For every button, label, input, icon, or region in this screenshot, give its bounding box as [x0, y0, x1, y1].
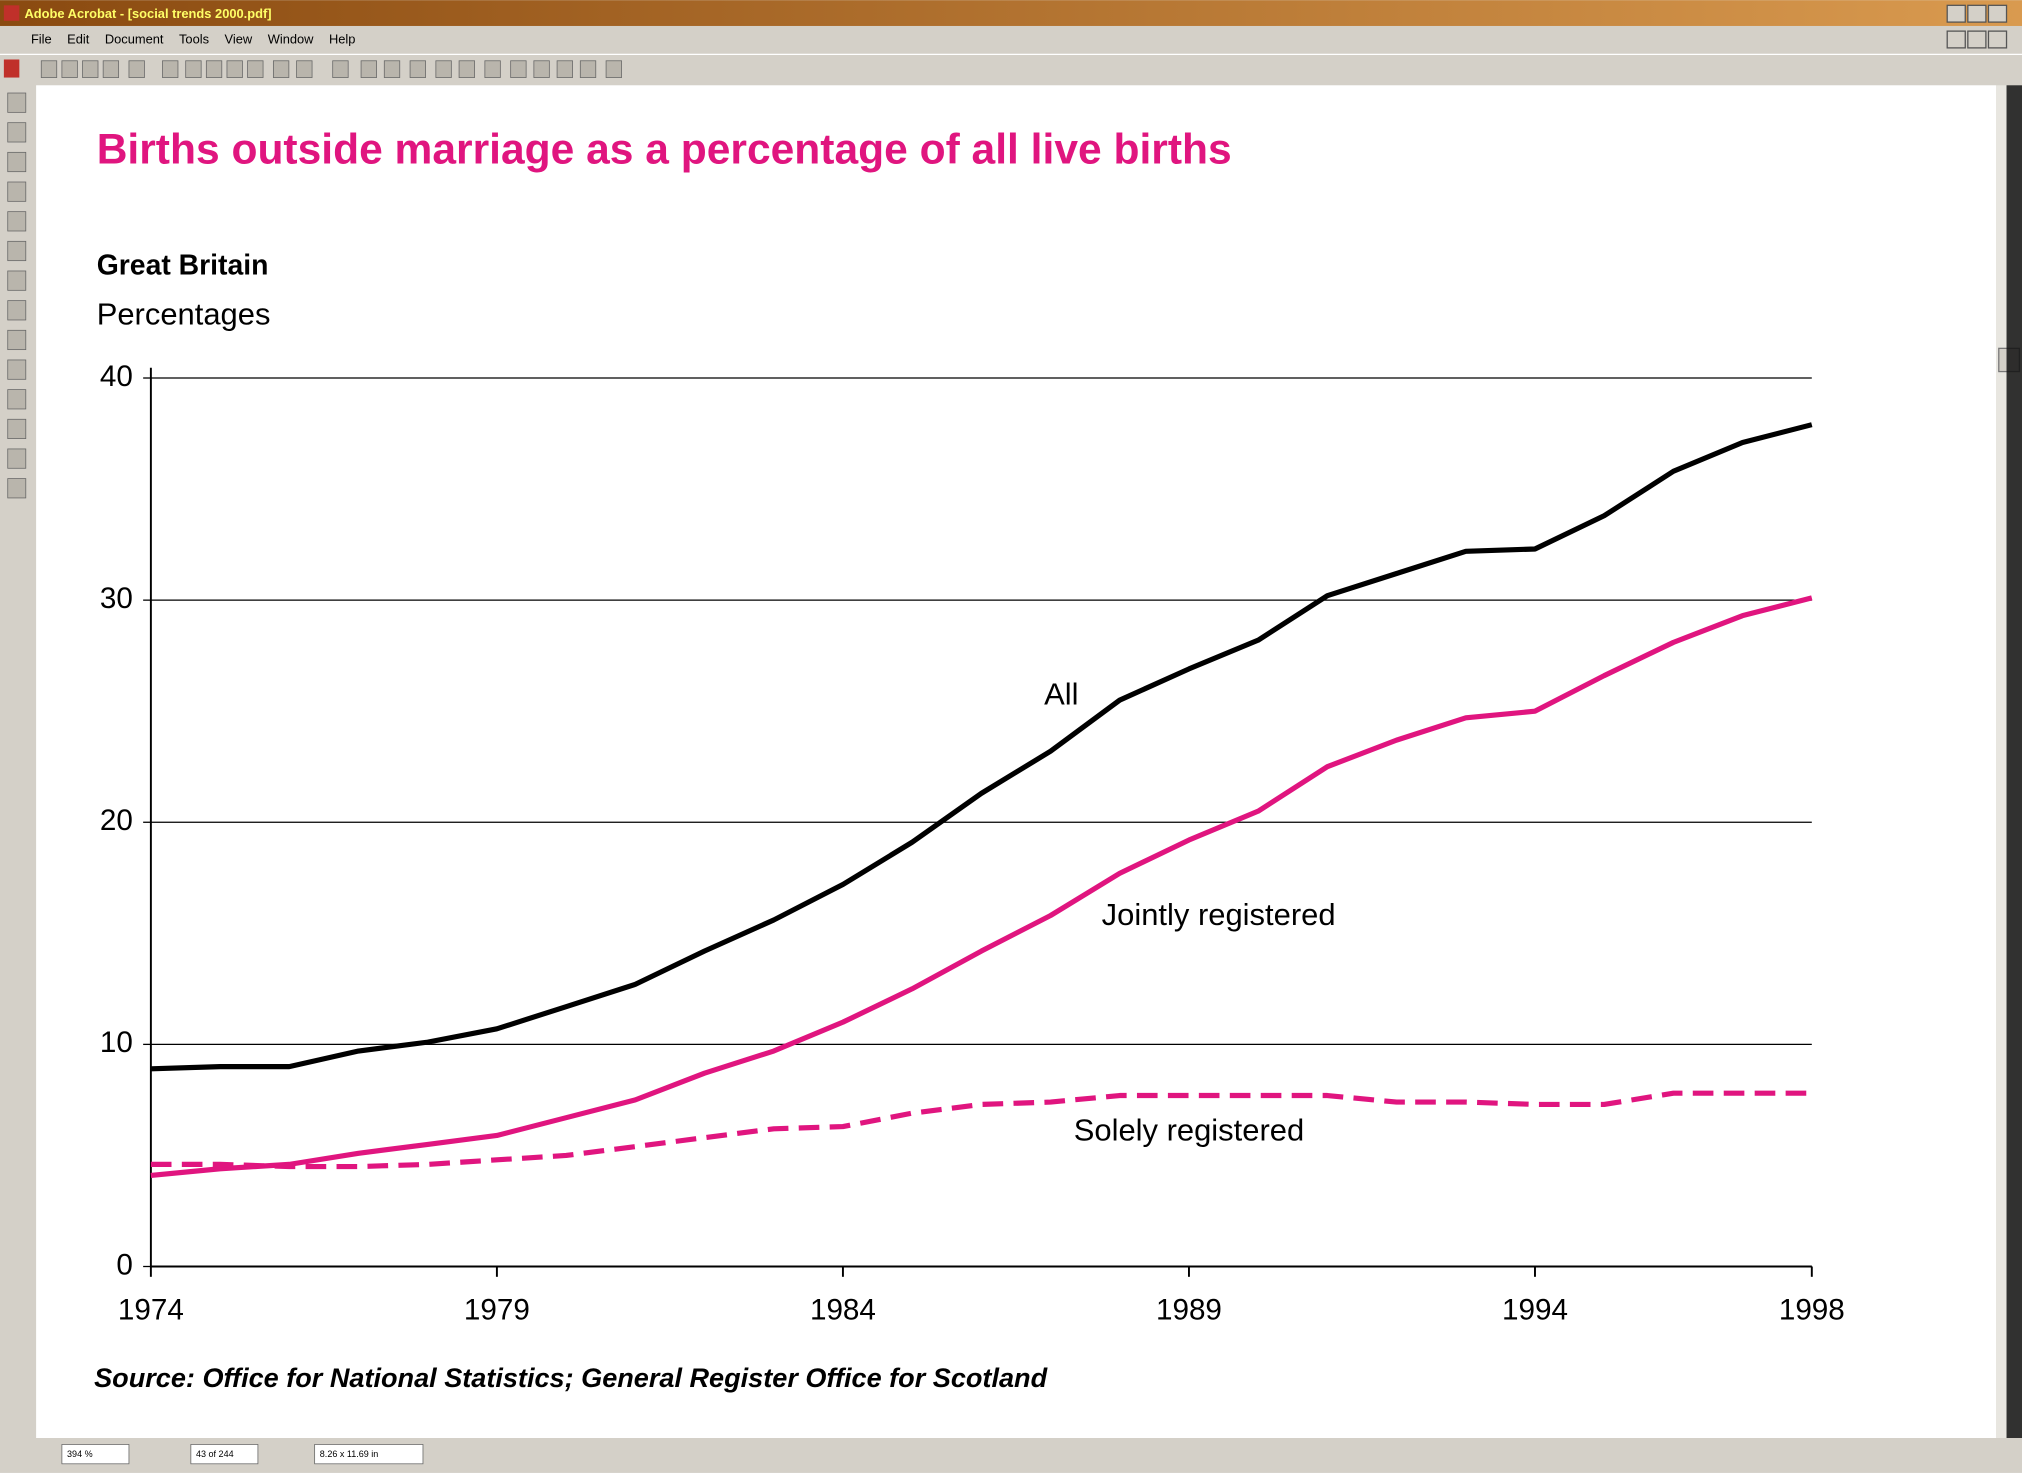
toolbar-button[interactable]: [247, 60, 264, 78]
chart: Births outside marriage as a percentage …: [94, 126, 1845, 1394]
toolbar-button[interactable]: [484, 60, 501, 78]
toolbar: [0, 53, 2022, 78]
maximize-button[interactable]: [1967, 4, 1987, 23]
tool-button[interactable]: [7, 92, 27, 113]
x-tick-label: 1998: [1779, 1293, 1845, 1326]
toolbar-button[interactable]: [332, 60, 349, 78]
status-fields: 394 % 43 of 244 8.26 x 11.69 in: [61, 1444, 424, 1465]
tool-button[interactable]: [7, 300, 27, 321]
document-page: [36, 85, 1997, 1439]
toolbar-button[interactable]: [185, 60, 202, 78]
tools-toolbar: [7, 92, 27, 499]
toolbar-button[interactable]: [556, 60, 573, 78]
title-bar: [0, 0, 2022, 26]
toolbar-button[interactable]: [40, 60, 58, 78]
tool-button[interactable]: [7, 359, 27, 380]
tool-button[interactable]: [7, 448, 27, 469]
toolbar-button[interactable]: [533, 60, 550, 78]
tool-button[interactable]: [7, 122, 27, 143]
y-axis-label: Percentages: [97, 296, 271, 331]
status-text: 8.26 x 11.69 in: [320, 1449, 378, 1459]
toolbar-button[interactable]: [360, 60, 377, 78]
chart-subtitle: Great Britain: [97, 250, 269, 282]
x-tick-label: 1974: [118, 1293, 184, 1326]
menu-item[interactable]: Help: [329, 32, 355, 47]
series-line: [150, 422, 1813, 1072]
tool-button[interactable]: [7, 418, 27, 440]
series-label: Solely registered: [1074, 1113, 1304, 1148]
tool-button[interactable]: [7, 240, 27, 262]
status-text: 43 of 244: [196, 1449, 234, 1459]
x-tick-label: 1984: [810, 1293, 876, 1326]
doc-minimize-button[interactable]: [1946, 30, 1966, 49]
minimize-button[interactable]: [1946, 4, 1966, 23]
series-label: All: [1044, 677, 1078, 712]
y-tick-label: 20: [100, 804, 133, 837]
status-field[interactable]: [61, 1444, 130, 1465]
toolbar-button[interactable]: [226, 60, 243, 78]
menu-bar: File Edit Document Tools View Window Help: [31, 32, 356, 47]
x-tick-label: 1994: [1502, 1293, 1568, 1326]
doc-close-button[interactable]: [1987, 30, 2008, 49]
x-tick-label: 1979: [464, 1293, 530, 1326]
toolbar-button[interactable]: [102, 60, 120, 78]
app-icon: [3, 5, 20, 21]
status-text: 394 %: [67, 1449, 93, 1459]
toolbar-button[interactable]: [296, 60, 313, 78]
toolbar-button[interactable]: [82, 60, 99, 78]
tool-button[interactable]: [7, 151, 27, 173]
toolbar-button[interactable]: [272, 60, 290, 78]
menu-item[interactable]: Document: [105, 32, 164, 47]
series-label: Jointly registered: [1102, 897, 1336, 932]
status-field[interactable]: [314, 1444, 424, 1465]
window-edge: [2006, 85, 2022, 1439]
menu-item[interactable]: Edit: [67, 32, 90, 47]
menu-item[interactable]: Window: [268, 32, 314, 47]
source-note: Source: Office for National Statistics; …: [94, 1362, 1047, 1393]
menu-item[interactable]: File: [31, 32, 52, 47]
tool-button[interactable]: [7, 478, 27, 499]
y-tick-label: 30: [100, 582, 133, 615]
close-button[interactable]: [1987, 4, 2008, 23]
toolbar-button[interactable]: [579, 60, 597, 78]
tool-button[interactable]: [7, 270, 27, 291]
toolbar-button[interactable]: [510, 60, 527, 78]
tool-button[interactable]: [7, 181, 27, 202]
window-controls: [1946, 4, 2008, 49]
menu-item[interactable]: Tools: [179, 32, 209, 47]
window-title: Adobe Acrobat - [social trends 2000.pdf]: [25, 6, 272, 21]
toolbar-button[interactable]: [409, 60, 426, 78]
status-field[interactable]: [190, 1444, 259, 1465]
y-tick-label: 0: [116, 1248, 132, 1281]
menu-item[interactable]: View: [225, 32, 253, 47]
doc-restore-button[interactable]: [1967, 30, 1987, 49]
toolbar-button[interactable]: [383, 60, 401, 78]
series-line: [150, 595, 1813, 1179]
tool-button[interactable]: [7, 389, 27, 410]
tool-button[interactable]: [7, 211, 27, 232]
tool-button[interactable]: [7, 329, 27, 351]
toolbar-button[interactable]: [435, 60, 452, 78]
status-bar: [0, 1438, 2022, 1473]
toolbar-button[interactable]: [205, 60, 223, 78]
y-tick-label: 10: [100, 1026, 133, 1059]
chart-title: Births outside marriage as a percentage …: [97, 126, 1232, 174]
acrobat-button[interactable]: [3, 59, 20, 78]
toolbar-button[interactable]: [605, 60, 622, 78]
toolbar-button[interactable]: [458, 60, 475, 78]
toolbar-button[interactable]: [162, 60, 179, 78]
toolbar-button[interactable]: [61, 60, 78, 78]
toolbar-button[interactable]: [128, 60, 145, 78]
x-tick-label: 1989: [1156, 1293, 1222, 1326]
y-tick-label: 40: [100, 360, 133, 393]
